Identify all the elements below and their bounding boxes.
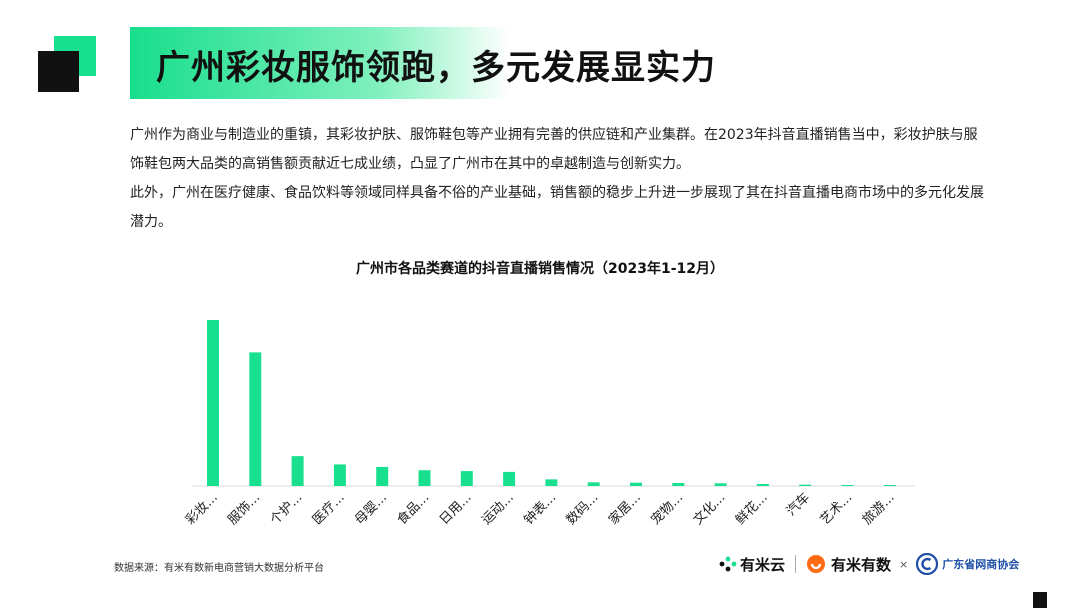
- body-text: 广州作为商业与制造业的重镇，其彩妆护肤、服饰鞋包等产业拥有完善的供应链和产业集群…: [130, 121, 990, 237]
- x-tick-label: 数码...: [564, 490, 602, 528]
- association-logo-text: 广东省网商协会: [942, 558, 1020, 571]
- bar: [376, 466, 389, 486]
- bar: [545, 479, 558, 486]
- x-tick-label: 家居...: [605, 490, 643, 528]
- x-tick-label: 运动...: [479, 490, 517, 528]
- page-title: 广州彩妆服饰领跑，多元发展显实力: [156, 48, 716, 88]
- chart-title: 广州市各品类赛道的抖音直播销售情况（2023年1-12月）: [356, 261, 724, 277]
- youmi-data-logo-icon: [807, 555, 826, 573]
- x-tick-label: 宠物...: [648, 490, 686, 528]
- x-tick-label: 文化...: [691, 490, 729, 528]
- paragraph-1: 广州作为商业与制造业的重镇，其彩妆护肤、服饰鞋包等产业拥有完善的供应链和产业集群…: [130, 127, 978, 172]
- bar: [799, 484, 812, 486]
- bar: [587, 482, 600, 486]
- bar: [841, 485, 854, 486]
- bar: [291, 456, 304, 486]
- bar: [418, 470, 431, 486]
- x-tick-label: 彩妆...: [183, 490, 221, 528]
- bar: [460, 471, 473, 486]
- bar: [249, 352, 262, 486]
- x-tick-label: 母婴...: [352, 490, 390, 528]
- paragraph-2: 此外，广州在医疗健康、食品饮料等领域同样具备不俗的产业基础，销售额的稳步上升进一…: [130, 185, 984, 230]
- data-source: 数据来源：有米有数新电商营销大数据分析平台: [114, 563, 324, 574]
- x-tick-label: 汽车: [783, 490, 813, 520]
- youmi-cloud-logo-text: 有米云: [740, 555, 786, 574]
- association-logo-icon: [916, 553, 939, 575]
- x-tick-label: 鲜花...: [732, 490, 770, 528]
- x-tick-label: 医疗...: [310, 490, 348, 528]
- x-tick-label: 日用...: [437, 490, 475, 528]
- x-tick-label: 艺术...: [818, 490, 856, 528]
- decorative-black-square: [38, 51, 79, 92]
- bar: [630, 482, 642, 486]
- cross-mark: ×: [899, 557, 909, 571]
- bar: [756, 484, 769, 486]
- youmi-cloud-logo-icon: [719, 556, 737, 572]
- bar: [503, 471, 516, 486]
- bar: [333, 464, 346, 486]
- x-tick-label: 个护...: [268, 490, 306, 528]
- decorative-corner-square: [1033, 592, 1047, 608]
- bar: [672, 483, 685, 486]
- x-tick-label: 旅游...: [860, 490, 898, 528]
- x-tick-label: 食品...: [394, 490, 432, 528]
- bar: [883, 485, 896, 486]
- logo-strip: 有米云 有米有数 × 广东省网商协会: [716, 550, 1019, 578]
- bar: [207, 320, 219, 486]
- title-band: [130, 27, 510, 99]
- bar: [714, 483, 727, 486]
- x-tick-label: 钟表...: [521, 490, 559, 528]
- logo-divider: [795, 555, 797, 573]
- youmi-data-logo-text: 有米有数: [831, 555, 892, 574]
- x-tick-label: 服饰...: [225, 490, 263, 528]
